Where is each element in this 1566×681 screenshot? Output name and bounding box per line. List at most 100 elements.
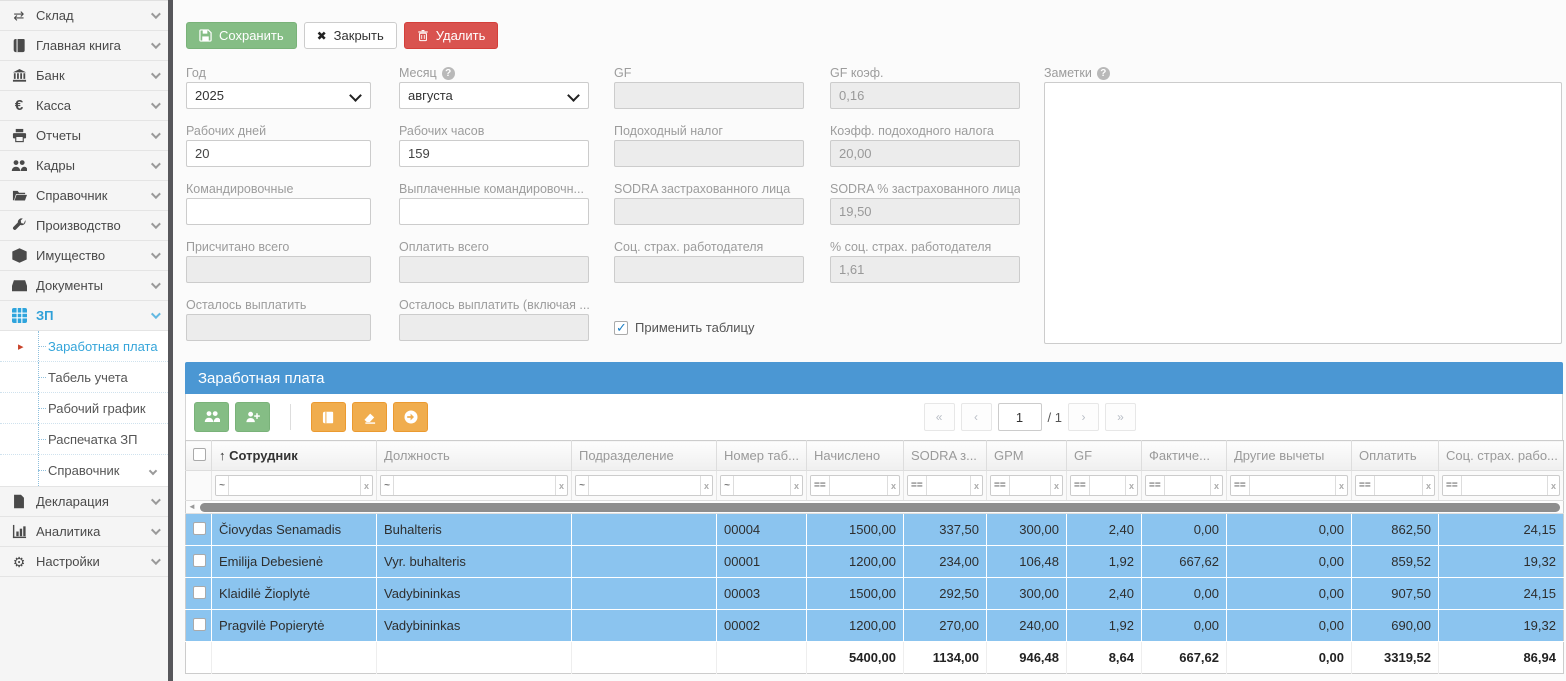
year-select[interactable]: 2025 bbox=[186, 82, 371, 109]
filter-input-sodra[interactable] bbox=[926, 476, 970, 495]
filter-clear-button[interactable]: x bbox=[1124, 476, 1137, 495]
pager-last-button[interactable]: » bbox=[1105, 403, 1136, 431]
notes-textarea[interactable] bbox=[1044, 82, 1562, 344]
pager-first-button[interactable]: « bbox=[923, 403, 955, 431]
column-header-department[interactable]: Подразделение bbox=[571, 440, 717, 471]
users-icon bbox=[9, 158, 29, 173]
scroll-left-icon[interactable]: ◄ bbox=[188, 502, 196, 511]
filter-input-position[interactable] bbox=[394, 476, 555, 495]
table-row[interactable]: Klaidilė Žioplytė Vadybininkas 00003 150… bbox=[185, 577, 1564, 610]
per-diem-paid-input[interactable] bbox=[399, 198, 589, 225]
filter-input-gf[interactable] bbox=[1089, 476, 1125, 495]
filter-clear-button[interactable]: x bbox=[699, 476, 712, 495]
panel-title: Заработная плата bbox=[185, 362, 1563, 394]
column-header-other-deductions[interactable]: Другие вычеты bbox=[1226, 440, 1352, 471]
column-header-gpm[interactable]: GPM bbox=[986, 440, 1067, 471]
filter-input-other-deductions[interactable] bbox=[1249, 476, 1335, 495]
field-notes: Заметки? bbox=[1044, 64, 1562, 349]
column-header-position[interactable]: Должность bbox=[376, 440, 572, 471]
process-button[interactable] bbox=[393, 402, 428, 432]
sidebar-item-label: Касса bbox=[36, 98, 72, 113]
filter-clear-button[interactable]: x bbox=[886, 476, 899, 495]
scrollbar-thumb[interactable] bbox=[200, 503, 1560, 512]
column-header-accrued[interactable]: Начислено bbox=[806, 440, 904, 471]
sidebar-item-bank[interactable]: Банк bbox=[0, 61, 168, 91]
filter-clear-button[interactable]: x bbox=[1209, 476, 1222, 495]
filter-clear-button[interactable]: x bbox=[1334, 476, 1347, 495]
sidebar-item-otchety[interactable]: Отчеты bbox=[0, 121, 168, 151]
column-header-tab-number[interactable]: Номер таб... bbox=[716, 440, 807, 471]
add-employee-button[interactable] bbox=[235, 402, 270, 432]
filter-input-employee[interactable] bbox=[229, 476, 360, 495]
filter-clear-button[interactable]: x bbox=[1546, 476, 1559, 495]
filter-clear-button[interactable]: x bbox=[969, 476, 982, 495]
sidebar-item-deklaratsiya[interactable]: Декларация bbox=[0, 487, 168, 517]
column-header-gf[interactable]: GF bbox=[1066, 440, 1142, 471]
bank-icon bbox=[9, 68, 29, 83]
table-row[interactable]: Emilija Debesienė Vyr. buhalteris 00001 … bbox=[185, 545, 1564, 578]
row-checkbox[interactable] bbox=[193, 617, 206, 631]
close-button[interactable]: ✖ Закрыть bbox=[303, 22, 397, 49]
sodra-insured-pct-input bbox=[830, 198, 1020, 225]
add-all-employees-button[interactable] bbox=[194, 402, 229, 432]
filter-input-pay[interactable] bbox=[1374, 476, 1422, 495]
month-select[interactable]: августа bbox=[399, 82, 589, 109]
filter-input-actual[interactable] bbox=[1164, 476, 1210, 495]
sidebar-item-zp[interactable]: ЗП bbox=[0, 301, 168, 331]
filter-op: == bbox=[811, 476, 830, 495]
filter-clear-button[interactable]: x bbox=[1421, 476, 1434, 495]
work-days-input[interactable] bbox=[186, 140, 371, 167]
apply-table-checkbox[interactable] bbox=[614, 320, 628, 336]
filter-clear-button[interactable]: x bbox=[359, 476, 372, 495]
work-hours-input[interactable] bbox=[399, 140, 589, 167]
column-header-employer-social[interactable]: Соц. страх. рабо... bbox=[1438, 440, 1564, 471]
sidebar-item-proizvodstvo[interactable]: Производство bbox=[0, 211, 168, 241]
sidebar-item-glavnaya-kniga[interactable]: Главная книга bbox=[0, 31, 168, 61]
field-label: Оплатить всего bbox=[399, 240, 489, 254]
submenu-item-tabel-ucheta[interactable]: Табель учета bbox=[0, 362, 168, 393]
submenu-item-raspechatka-zp[interactable]: Распечатка ЗП bbox=[0, 424, 168, 455]
column-header-employee[interactable]: ↑ Сотрудник bbox=[211, 440, 377, 471]
clear-button[interactable] bbox=[352, 402, 387, 432]
table-row[interactable]: Pragvilė Popierytė Vadybininkas 00002 12… bbox=[185, 609, 1564, 642]
filter-input-department[interactable] bbox=[589, 476, 700, 495]
pager-page-input[interactable] bbox=[997, 403, 1042, 431]
table-row[interactable]: Čiovydas Senamadis Buhalteris 00004 1500… bbox=[185, 513, 1564, 546]
sidebar-item-analitika[interactable]: Аналитика bbox=[0, 517, 168, 547]
field-label: Рабочих дней bbox=[186, 124, 267, 138]
filter-clear-button[interactable]: x bbox=[1049, 476, 1062, 495]
filter-input-tab-number[interactable] bbox=[734, 476, 790, 495]
submenu-item-zarabotnaya-plata[interactable]: ▸ Заработная плата bbox=[0, 331, 168, 362]
field-month: Месяц? августа bbox=[399, 64, 589, 109]
sidebar-item-spravochnik[interactable]: Справочник bbox=[0, 181, 168, 211]
sidebar-item-kassa[interactable]: € Касса bbox=[0, 91, 168, 121]
sidebar-item-imushchestvo[interactable]: Имущество bbox=[0, 241, 168, 271]
submenu-item-rabochiy-grafik[interactable]: Рабочий график bbox=[0, 393, 168, 424]
journal-button[interactable] bbox=[311, 402, 346, 432]
column-header-actual[interactable]: Фактиче... bbox=[1141, 440, 1227, 471]
filter-op: ~ bbox=[576, 476, 589, 495]
delete-button[interactable]: Удалить bbox=[403, 22, 499, 49]
filter-clear-button[interactable]: x bbox=[789, 476, 802, 495]
sidebar-item-dokumenty[interactable]: Документы bbox=[0, 271, 168, 301]
submenu-item-spravochnik[interactable]: Справочник bbox=[0, 455, 168, 486]
field-accrued-total: Присчитано всего bbox=[186, 238, 371, 283]
save-button[interactable]: Сохранить bbox=[186, 22, 297, 49]
column-header-pay[interactable]: Оплатить bbox=[1351, 440, 1439, 471]
sidebar-item-kadry[interactable]: Кадры bbox=[0, 151, 168, 181]
row-checkbox[interactable] bbox=[193, 521, 206, 535]
select-all-checkbox[interactable] bbox=[193, 447, 206, 461]
filter-input-gpm[interactable] bbox=[1009, 476, 1050, 495]
cell-sodra: 270,00 bbox=[903, 609, 987, 642]
per-diem-input[interactable] bbox=[186, 198, 371, 225]
pager-next-button[interactable]: › bbox=[1068, 403, 1099, 431]
filter-input-accrued[interactable] bbox=[829, 476, 887, 495]
sidebar-item-nastroyki[interactable]: ⚙ Настройки bbox=[0, 547, 168, 577]
column-header-sodra[interactable]: SODRA з... bbox=[903, 440, 987, 471]
row-checkbox[interactable] bbox=[193, 585, 206, 599]
sidebar-item-sklad[interactable]: ⇄ Склад bbox=[0, 1, 168, 31]
pager-prev-button[interactable]: ‹ bbox=[960, 403, 992, 431]
row-checkbox[interactable] bbox=[193, 553, 206, 567]
filter-clear-button[interactable]: x bbox=[554, 476, 567, 495]
filter-input-employer-social[interactable] bbox=[1461, 476, 1547, 495]
